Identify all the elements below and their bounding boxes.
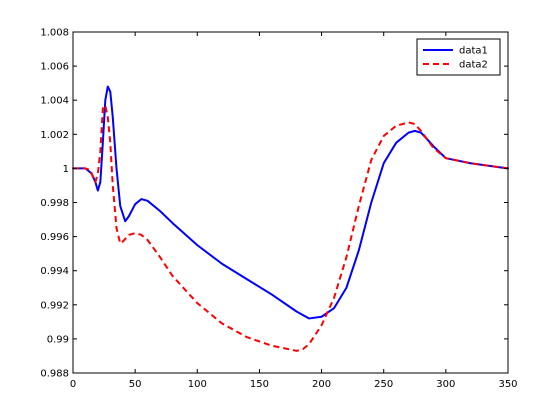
x-tick-label: 150 bbox=[250, 379, 269, 390]
series-line-data1 bbox=[72, 85, 509, 320]
y-tick-label: 1.004 bbox=[40, 96, 69, 107]
x-tick-label: 250 bbox=[374, 379, 393, 390]
series-layer bbox=[72, 85, 509, 352]
y-tick-label: 0.99 bbox=[47, 334, 69, 345]
y-tick-label: 1.002 bbox=[40, 130, 69, 141]
axes-layer: 0 50 100 150 200 250 300 350 0.988 0.99 0.992 0.994… bbox=[40, 28, 517, 391]
y-tick-label: 0.996 bbox=[40, 232, 69, 243]
y-tick-label: 1.008 bbox=[40, 28, 69, 39]
x-tick-label: 300 bbox=[436, 379, 455, 390]
legend-label-data2: data2 bbox=[459, 60, 488, 71]
series-line-data2 bbox=[73, 104, 509, 352]
x-tick-label: 200 bbox=[312, 379, 331, 390]
x-tick-label: 100 bbox=[188, 379, 207, 390]
y-tick-label: 0.998 bbox=[40, 198, 69, 209]
x-tick-label: 0 bbox=[70, 379, 76, 390]
legend: data1 data2 bbox=[416, 38, 501, 76]
legend-box bbox=[416, 38, 501, 76]
legend-label-data1: data1 bbox=[459, 46, 488, 57]
y-tick-label: 0.994 bbox=[40, 266, 69, 277]
x-tick-label: 50 bbox=[129, 379, 142, 390]
y-tick-label: 0.992 bbox=[40, 300, 69, 311]
y-tick-label: 1.006 bbox=[40, 62, 69, 73]
y-tick-label: 1 bbox=[63, 164, 69, 175]
x-tick-label: 350 bbox=[498, 379, 517, 390]
plot-area bbox=[73, 32, 508, 373]
y-tick-label: 0.988 bbox=[40, 369, 69, 380]
